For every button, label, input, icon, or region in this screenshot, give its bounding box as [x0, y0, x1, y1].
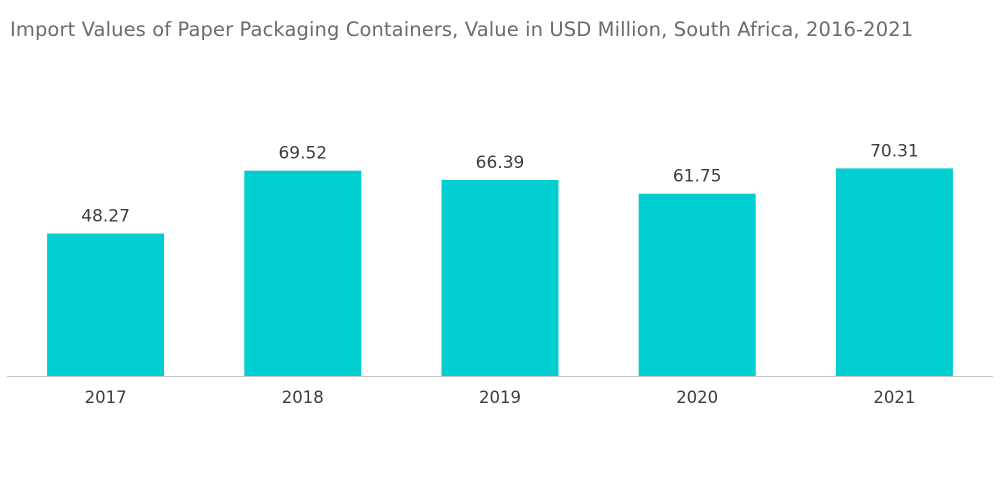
value-labels-group: 48.27 69.52 66.39 61.75 70.31	[81, 141, 918, 226]
bars-group	[47, 168, 953, 376]
bar-2018	[244, 170, 362, 376]
value-label-2020: 61.75	[673, 167, 722, 187]
x-tick-labels-group: 2017 2018 2019 2020 2021	[85, 388, 916, 407]
bar-2019	[441, 180, 559, 376]
value-label-2019: 66.39	[476, 153, 525, 173]
bar-2017	[47, 233, 165, 376]
x-tick-label-2021: 2021	[873, 388, 915, 407]
x-tick-label-2017: 2017	[85, 388, 127, 407]
value-label-2021: 70.31	[870, 141, 919, 161]
x-tick-label-2019: 2019	[479, 388, 521, 407]
value-label-2017: 48.27	[81, 207, 130, 227]
value-label-2018: 69.52	[278, 144, 327, 164]
bar-2020	[638, 193, 756, 376]
chart-title: Import Values of Paper Packaging Contain…	[10, 18, 914, 41]
x-tick-label-2020: 2020	[676, 388, 718, 407]
bar-2021	[835, 168, 953, 376]
x-tick-label-2018: 2018	[282, 388, 324, 407]
